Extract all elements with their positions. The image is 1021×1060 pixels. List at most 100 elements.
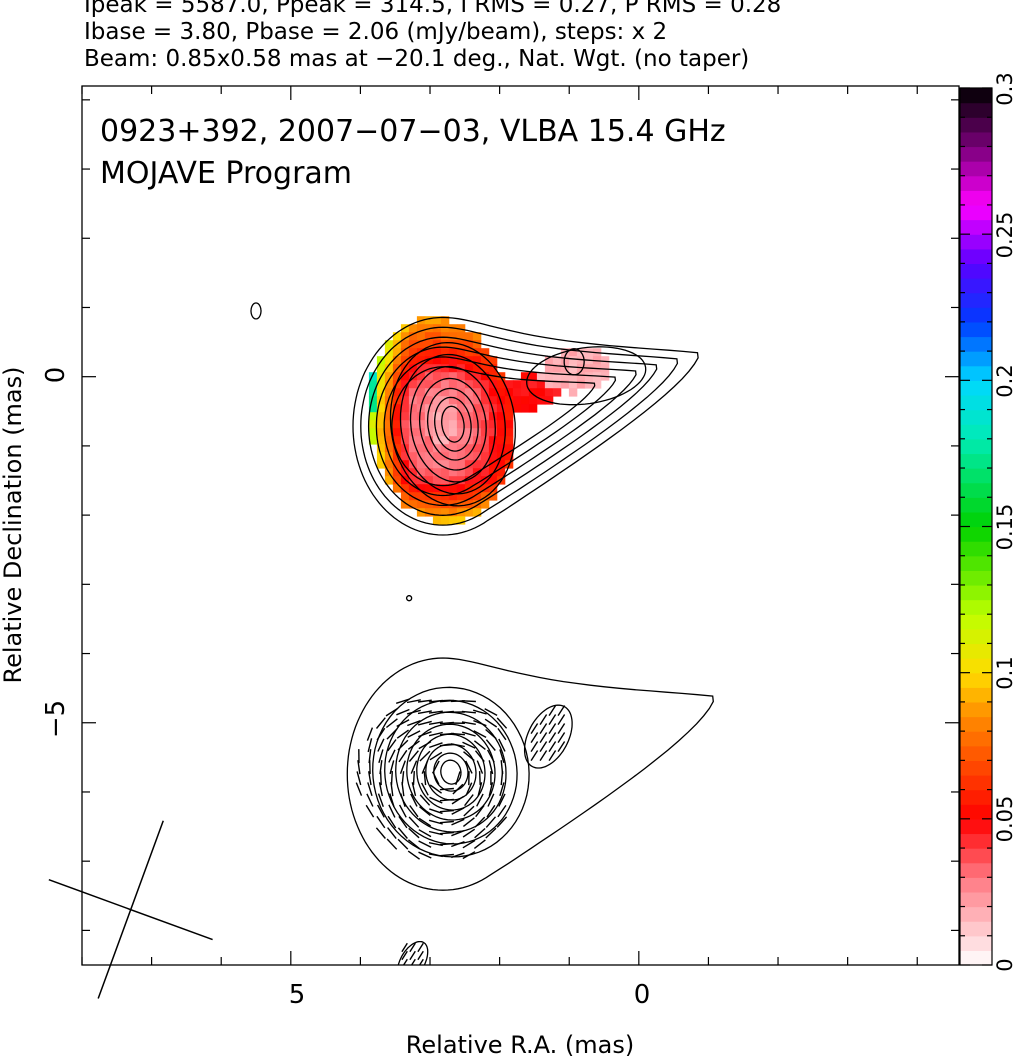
- fpol-pixel: [560, 372, 570, 381]
- fpol-pixel: [456, 500, 466, 509]
- fpol-pixel: [376, 380, 386, 389]
- evpa-vector: [407, 730, 421, 738]
- evpa-vector: [476, 793, 484, 807]
- fpol-pixel: [440, 484, 450, 493]
- fpol-pixel: [440, 372, 450, 381]
- evpa-vector: [389, 760, 395, 775]
- evpa-vector: [484, 718, 498, 728]
- fpol-pixel: [432, 508, 442, 517]
- evpa-vector: [388, 749, 396, 763]
- evpa-vector: [417, 720, 432, 726]
- colorbar-segment: [960, 511, 992, 528]
- fpol-pixel: [416, 484, 426, 493]
- colorbar-segment: [960, 614, 992, 630]
- fpol-pixel: [488, 428, 498, 437]
- evpa-vector: [397, 827, 408, 839]
- fpol-pixel: [472, 364, 482, 373]
- fpol-pixel: [456, 372, 466, 381]
- colorbar-segment: [960, 336, 992, 352]
- fpol-pixel: [400, 396, 410, 405]
- fpol-pixel: [384, 452, 394, 461]
- fpol-pixel: [464, 444, 474, 453]
- fpol-pixel: [384, 460, 394, 469]
- fpol-pixel: [464, 428, 474, 437]
- fpol-pixel: [448, 412, 458, 421]
- fpol-pixel: [576, 380, 586, 389]
- fpol-pixel: [368, 420, 378, 429]
- fpol-pixel: [488, 356, 498, 365]
- evpa-vector: [462, 731, 476, 737]
- colorbar-tick-label-0.2: 0.2: [993, 364, 1017, 397]
- fpol-pixel: [440, 324, 450, 333]
- colorbar-segment: [960, 935, 992, 951]
- fpol-pixel: [488, 364, 498, 373]
- colorbar-segment: [960, 701, 992, 718]
- fpol-pixel: [432, 372, 442, 381]
- intensity-contour: [434, 396, 472, 452]
- evpa-vector: [452, 783, 464, 795]
- evpa-vector: [485, 827, 497, 839]
- fpol-pixel: [392, 428, 402, 437]
- fpol-pixel: [480, 380, 490, 389]
- fpol-pixel: [416, 372, 426, 381]
- fpol-pixel: [472, 380, 482, 389]
- colorbar-segment: [960, 877, 992, 893]
- colorbar-segment: [960, 774, 992, 791]
- header-line-3: Beam: 0.85x0.58 mas at −20.1 deg., Nat. …: [84, 46, 750, 72]
- fpol-pixel: [400, 460, 410, 469]
- fpol-pixel: [440, 516, 450, 525]
- fpol-pixel: [440, 380, 450, 389]
- fpol-pixel: [400, 380, 410, 389]
- colorbar-segment: [960, 438, 992, 455]
- evpa-vector: [539, 750, 548, 761]
- colorbar-segment: [960, 117, 992, 133]
- fpol-pixel: [488, 492, 498, 501]
- evpa-vector: [557, 705, 566, 716]
- fpol-pixel: [448, 380, 458, 389]
- colorbar-segment: [960, 175, 992, 191]
- evpa-vector: [461, 721, 476, 725]
- fpol-pixel: [424, 380, 434, 389]
- fpol-pixel: [456, 428, 466, 437]
- fpol-pixel: [504, 388, 514, 397]
- fpol-pixel: [440, 460, 450, 469]
- evpa-vector: [548, 741, 557, 752]
- fpol-pixel: [408, 428, 418, 437]
- fpol-pixel: [416, 500, 426, 509]
- fpol-pixel: [416, 364, 426, 373]
- evpa-vector: [462, 851, 476, 860]
- intensity-contour: [433, 752, 469, 792]
- fpol-pixel: [408, 468, 418, 477]
- evpa-vector: [462, 817, 475, 827]
- fpol-pixel: [392, 348, 402, 357]
- evpa-vector: [439, 820, 454, 824]
- fpol-pixel: [400, 492, 410, 501]
- fpol-pixel: [472, 340, 482, 349]
- colorbar-tick-label-0.05: 0.05: [993, 796, 1017, 843]
- fpol-pixel: [496, 420, 506, 429]
- fpol-pixel: [384, 428, 394, 437]
- fpol-pixel: [456, 332, 466, 341]
- evpa-vector: [365, 804, 375, 818]
- intensity-contour: [405, 595, 413, 602]
- fpol-pixel: [456, 492, 466, 501]
- evpa-vector: [409, 950, 416, 961]
- fpol-pixel: [400, 364, 410, 373]
- fpol-pixel: [448, 468, 458, 477]
- evpa-vector: [439, 743, 454, 747]
- evpa-vector: [439, 787, 454, 791]
- evpa-vector: [390, 782, 394, 797]
- evpa-vector: [417, 942, 424, 953]
- fpol-pixel: [440, 444, 450, 453]
- intensity-contour: [563, 348, 585, 376]
- evpa-vector: [473, 740, 486, 750]
- fpol-pixel: [456, 452, 466, 461]
- y-axis-label: Relative Declination (mas): [0, 366, 27, 683]
- evpa-vector: [428, 699, 443, 703]
- fpol-pixel: [464, 468, 474, 477]
- intensity-contour: [406, 723, 496, 821]
- evpa-vector: [428, 819, 443, 825]
- fpol-pixel: [432, 348, 442, 357]
- colorbar-segment: [960, 365, 992, 381]
- fpol-pixel: [408, 324, 418, 333]
